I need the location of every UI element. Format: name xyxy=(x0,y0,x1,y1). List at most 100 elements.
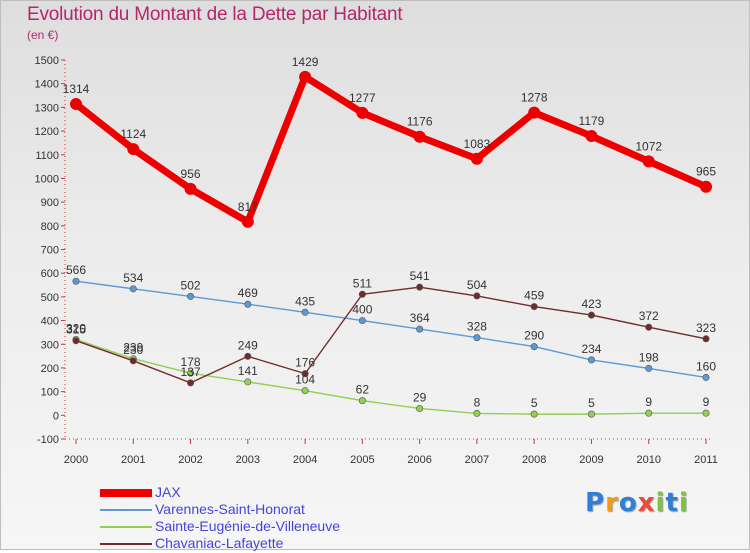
legend-swatch xyxy=(100,526,152,528)
x-tick-label: 2003 xyxy=(236,454,260,466)
data-point xyxy=(416,283,424,291)
x-tick-label: 2010 xyxy=(636,454,660,466)
data-point xyxy=(129,285,137,293)
data-point xyxy=(700,180,712,193)
legend-label: JAX xyxy=(155,484,181,500)
data-label: 459 xyxy=(524,289,544,303)
data-label: 956 xyxy=(181,167,201,181)
data-point xyxy=(470,152,483,165)
data-point xyxy=(473,409,481,417)
data-point xyxy=(587,410,595,418)
data-label: 104 xyxy=(295,373,315,387)
data-label: 1176 xyxy=(407,115,433,129)
data-label: 1124 xyxy=(120,127,146,141)
data-point xyxy=(244,378,252,386)
y-tick-label: 200 xyxy=(41,363,59,375)
y-tick-label: 500 xyxy=(41,292,59,304)
data-point xyxy=(299,70,312,83)
data-label: 198 xyxy=(639,350,659,364)
data-point xyxy=(645,409,653,417)
data-point xyxy=(530,343,538,351)
data-label: 1277 xyxy=(349,91,376,105)
data-point xyxy=(645,323,653,331)
legend-swatch xyxy=(100,489,152,497)
data-point xyxy=(358,290,366,298)
data-point xyxy=(187,292,195,300)
y-tick-label: 100 xyxy=(41,387,59,399)
data-label: 230 xyxy=(123,343,143,357)
series-line-3 xyxy=(75,286,707,384)
data-label: 5 xyxy=(531,396,538,410)
legend-swatch xyxy=(100,509,152,511)
x-tick-label: 2009 xyxy=(579,454,603,466)
data-point xyxy=(127,143,140,156)
data-point xyxy=(72,337,80,345)
data-point xyxy=(244,352,252,360)
x-tick-label: 2007 xyxy=(465,454,489,466)
data-point xyxy=(473,292,481,300)
data-point xyxy=(358,317,366,325)
data-label: 137 xyxy=(181,365,201,379)
data-point xyxy=(356,106,369,119)
data-label: 817 xyxy=(238,200,258,214)
data-point xyxy=(358,397,366,405)
y-tick-label: 600 xyxy=(41,268,59,280)
data-point xyxy=(587,356,595,364)
data-label: 504 xyxy=(467,278,487,292)
data-point xyxy=(187,369,195,377)
data-label: 423 xyxy=(581,297,601,311)
data-point xyxy=(129,357,137,365)
data-label: 1429 xyxy=(292,55,319,69)
data-label: 5 xyxy=(588,396,595,410)
data-label: 239 xyxy=(123,341,143,355)
legend-swatch xyxy=(100,543,152,545)
data-point xyxy=(642,155,655,168)
y-tick-label: 1100 xyxy=(35,150,59,162)
data-label: 965 xyxy=(696,165,716,179)
data-label: 502 xyxy=(181,278,201,292)
data-point xyxy=(301,370,309,378)
x-tick-label: 2006 xyxy=(407,454,431,466)
data-label: 328 xyxy=(467,320,487,334)
data-point xyxy=(72,277,80,285)
data-label: 1072 xyxy=(635,139,662,153)
data-label: 62 xyxy=(356,383,370,397)
x-tick-label: 2008 xyxy=(522,454,546,466)
data-point xyxy=(70,98,82,111)
data-label: 1179 xyxy=(579,114,605,128)
data-label: 290 xyxy=(524,329,544,343)
data-point xyxy=(587,311,595,319)
x-tick-label: 2000 xyxy=(64,454,88,466)
x-tick-label: 2001 xyxy=(121,454,145,466)
data-label: 372 xyxy=(639,309,659,323)
data-label: 511 xyxy=(353,276,372,290)
data-label: 9 xyxy=(645,395,652,409)
data-point xyxy=(301,308,309,316)
y-tick-label: 1500 xyxy=(35,55,59,67)
data-label: 178 xyxy=(181,355,201,369)
data-point xyxy=(645,364,653,372)
y-tick-label: 1000 xyxy=(35,173,59,185)
data-label: 1314 xyxy=(63,82,90,96)
data-label: 29 xyxy=(413,390,427,404)
data-point xyxy=(702,335,710,343)
y-tick-label: 800 xyxy=(41,221,59,233)
y-tick-label: 900 xyxy=(41,197,59,209)
data-label: 160 xyxy=(696,359,716,373)
x-tick-label: 2002 xyxy=(178,454,202,466)
data-label: 320 xyxy=(66,322,86,336)
data-label: 315 xyxy=(66,323,86,337)
data-label: 435 xyxy=(295,294,315,308)
data-point xyxy=(702,409,710,417)
proxiti-logo: Proxiti xyxy=(585,488,689,518)
y-tick-label: 0 xyxy=(53,410,59,422)
y-tick-label: 1200 xyxy=(35,126,59,138)
data-point xyxy=(530,410,538,418)
chart-subtitle: (en €) xyxy=(27,28,59,42)
data-point xyxy=(241,215,254,228)
data-label: 566 xyxy=(66,263,86,277)
data-point xyxy=(301,387,309,395)
y-tick-label: 400 xyxy=(41,316,59,328)
